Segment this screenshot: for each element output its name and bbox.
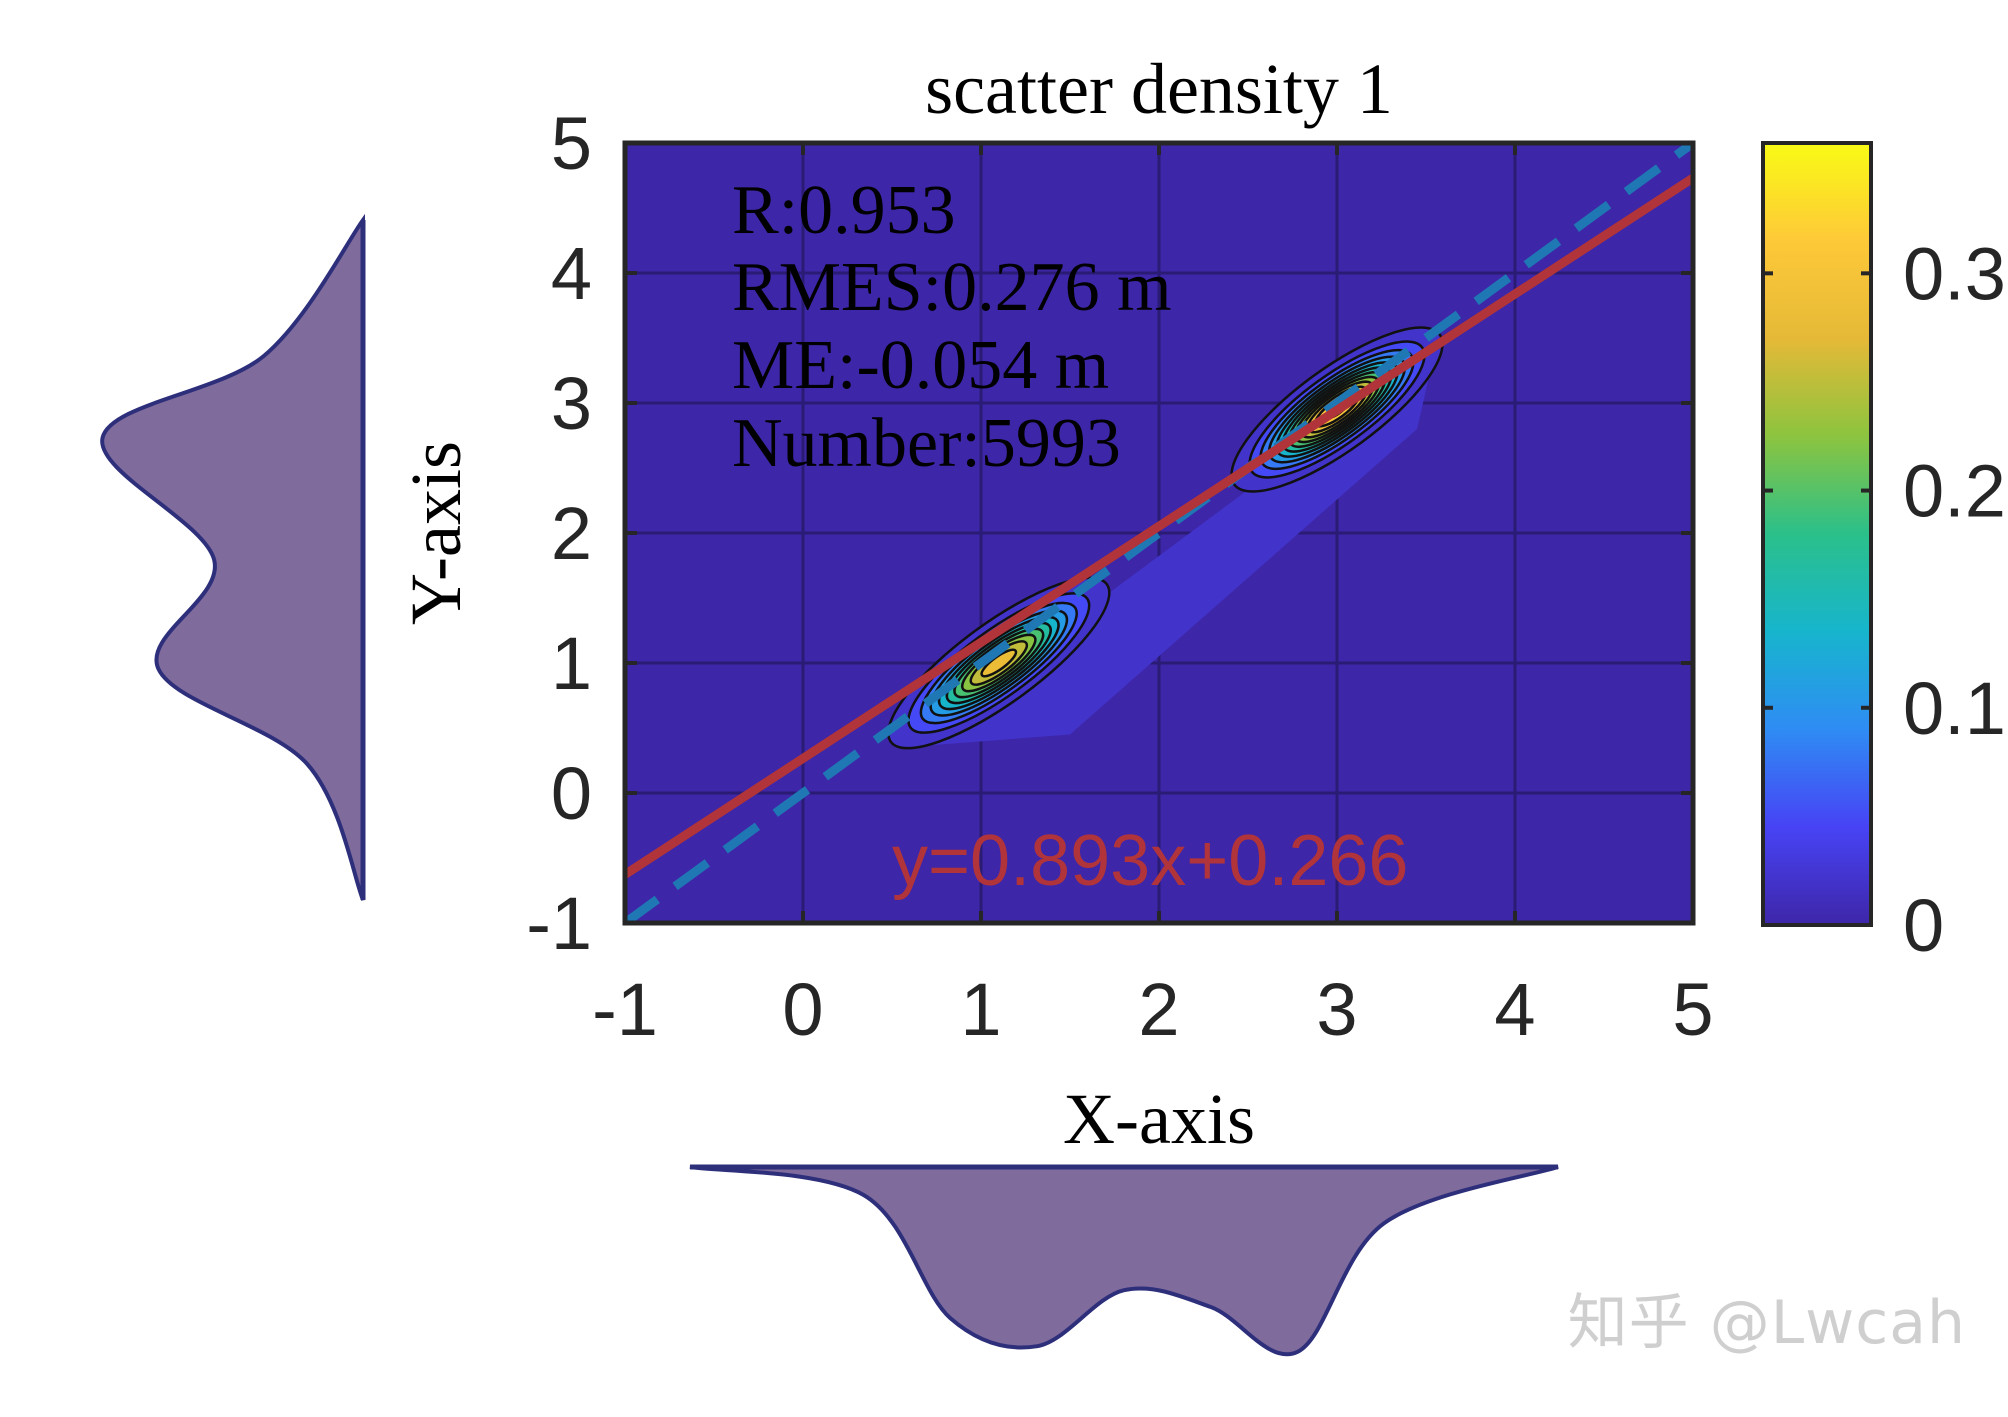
fit-line	[625, 174, 1693, 879]
plot-area: R:0.953 RMES:0.276 m ME:-0.054 m Number:…	[622, 140, 1696, 926]
colorbar-tick-label: 0.2	[1903, 450, 2006, 533]
y-tick-label: 2	[551, 492, 592, 575]
y-tick-label: 3	[551, 362, 592, 445]
x-tick-label: 2	[1138, 968, 1179, 1051]
marginal-x-area	[689, 1165, 1559, 1357]
regression-lines	[625, 143, 1693, 923]
marginal-y-area	[100, 213, 365, 901]
axis-ticks	[623, 141, 1695, 925]
y-tick-labels: -1 0 1 2 3 4 5	[526, 102, 592, 965]
x-tick-label: 5	[1672, 968, 1713, 1051]
marginal-x-density	[689, 1164, 1559, 1357]
fit-equation-label: y=0.893x+0.266	[892, 821, 1408, 901]
x-tick-label: 1	[960, 968, 1001, 1051]
colorbar-tick-label: 0	[1903, 884, 1944, 967]
x-tick-label: 4	[1494, 968, 1535, 1051]
y-tick-label: 1	[551, 622, 592, 705]
x-tick-label: 0	[782, 968, 823, 1051]
colorbar-tick-label: 0.3	[1903, 232, 2006, 315]
chart-title: scatter density 1	[925, 49, 1393, 129]
stat-me: ME:-0.054 m	[732, 327, 1109, 404]
watermark: 知乎 @Lwcah	[1567, 1288, 1966, 1358]
identity-line	[625, 143, 1693, 923]
y-tick-label: 0	[551, 752, 592, 835]
colorbar-tick-label: 0.1	[1903, 667, 2006, 750]
colorbar-gradient	[1761, 141, 1873, 927]
x-axis-label: X-axis	[1063, 1079, 1255, 1159]
y-axis-label: Y-axis	[396, 441, 476, 625]
stat-rmse: RMES:0.276 m	[732, 249, 1172, 326]
stat-number: Number:5993	[732, 405, 1121, 482]
y-tick-label: 5	[551, 102, 592, 185]
grid-lines	[625, 143, 1693, 923]
marginal-y-density	[100, 213, 366, 901]
stat-r: R:0.953	[732, 172, 956, 249]
colorbar: 0 0.1 0.2 0.3	[1761, 141, 2006, 967]
x-tick-label: 3	[1316, 968, 1357, 1051]
x-tick-label: -1	[592, 968, 658, 1051]
y-tick-label: 4	[551, 232, 592, 315]
x-tick-labels: -1 0 1 2 3 4 5	[592, 968, 1713, 1051]
y-tick-label: -1	[526, 882, 592, 965]
colorbar-ticks: 0 0.1 0.2 0.3	[1763, 232, 2006, 967]
